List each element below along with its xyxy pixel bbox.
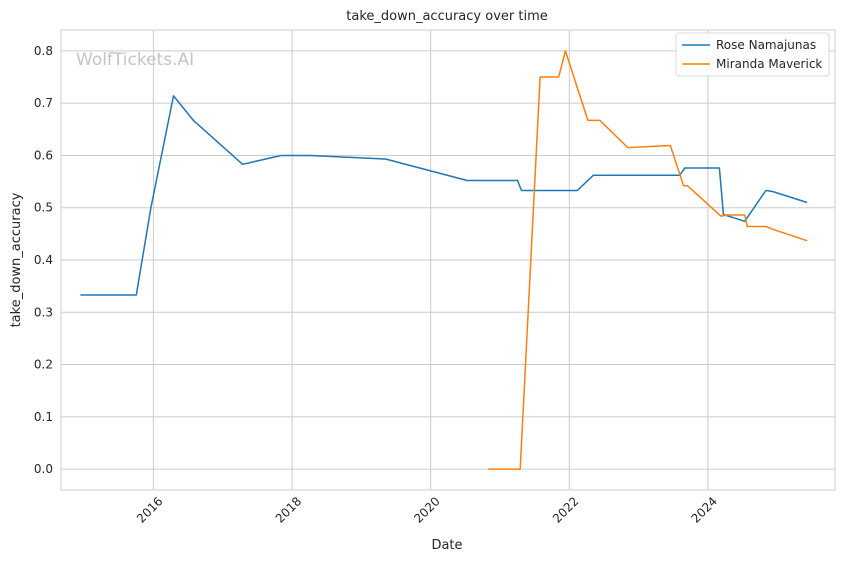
watermark-text: WolfTickets.AI [76, 50, 194, 70]
plot-area-border [60, 29, 836, 491]
chart-title: take_down_accuracy over time [346, 9, 547, 24]
series-line-miranda-maverick [488, 50, 808, 470]
legend: Rose Namajunas Miranda Maverick [675, 32, 830, 77]
series-layer [80, 50, 808, 470]
legend-box [675, 32, 830, 77]
y-tick-label: 0.2 [34, 358, 53, 372]
x-axis-title: Date [431, 538, 462, 553]
legend-label: Rose Namajunas [716, 38, 816, 52]
y-tick-label: 0.3 [34, 305, 53, 319]
series-line-rose-namajunas [80, 95, 808, 296]
y-tick-label: 0.4 [34, 253, 53, 267]
y-tick-label: 0.0 [34, 462, 53, 476]
grid-layer [61, 30, 835, 490]
legend-label: Miranda Maverick [716, 57, 822, 71]
legend-items: Rose Namajunas Miranda Maverick [682, 38, 822, 71]
y-tick-label: 0.6 [34, 148, 53, 162]
y-tick-label: 0.7 [34, 96, 53, 110]
y-tick-label: 0.1 [34, 410, 53, 424]
y-tick-label: 0.5 [34, 201, 53, 215]
y-tick-label: 0.8 [34, 44, 53, 58]
y-axis-title: take_down_accuracy [9, 192, 24, 327]
